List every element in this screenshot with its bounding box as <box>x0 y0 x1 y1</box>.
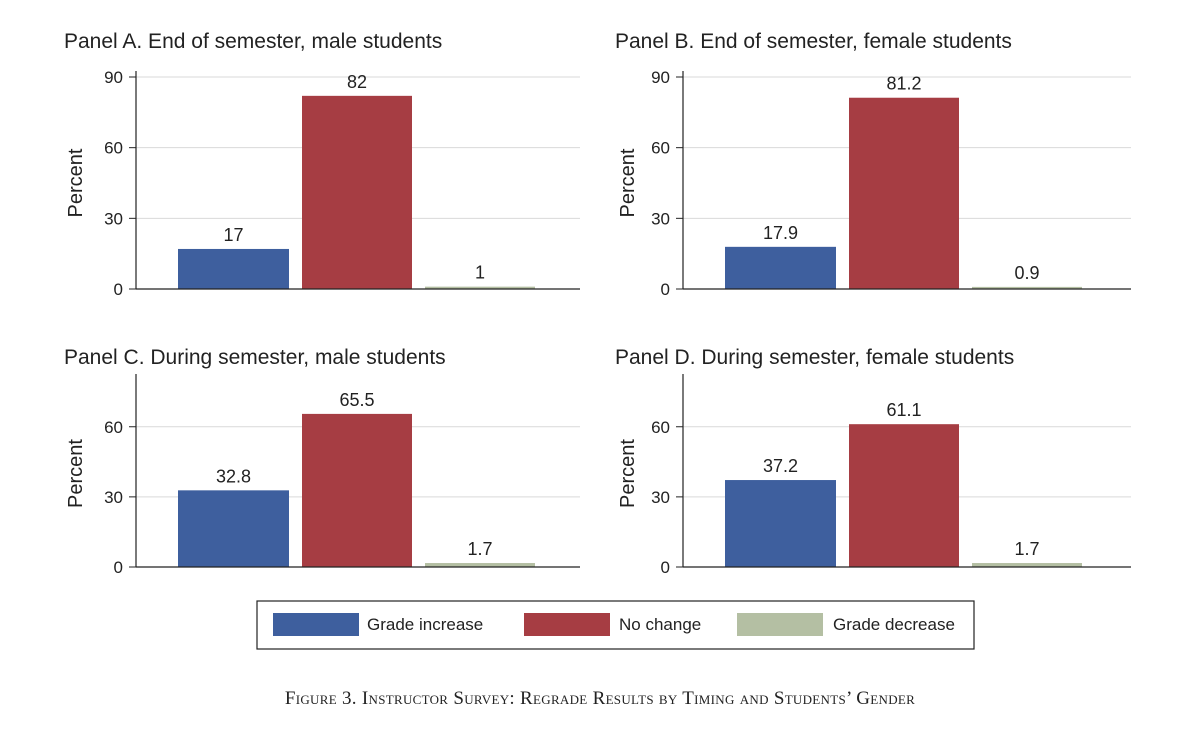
panel-2: Panel B. End of semester, female student… <box>615 30 1131 299</box>
bar-grade-decrease <box>425 563 535 567</box>
y-axis-label: Percent <box>65 439 87 508</box>
bar-no-change <box>849 424 959 567</box>
bar-grade-decrease <box>972 563 1082 567</box>
bar-grade-decrease <box>425 286 535 289</box>
bar-no-change <box>302 413 412 567</box>
legend-label: No change <box>619 615 701 634</box>
bar-grade-decrease <box>972 286 1082 289</box>
panel-1: Panel A. End of semester, male students 0… <box>64 30 580 299</box>
y-tick-label: 0 <box>114 558 123 577</box>
y-tick-label: 30 <box>104 209 123 228</box>
y-axis-label: Percent <box>617 148 639 217</box>
bar-grade-increase <box>178 248 289 289</box>
y-tick-label: 30 <box>651 209 670 228</box>
panel-title: Panel B. End of semester, female student… <box>615 30 1012 53</box>
data-label: 17 <box>223 225 243 245</box>
panel-title: Panel D. During semester, female student… <box>615 346 1014 369</box>
legend-swatch <box>737 613 823 636</box>
figure-caption: Figure 3. Instructor Survey: Regrade Res… <box>284 688 916 709</box>
y-axis-label: Percent <box>65 148 87 217</box>
y-tick-label: 60 <box>651 139 670 158</box>
y-tick-label: 60 <box>104 418 123 437</box>
y-tick-label: 90 <box>651 68 670 87</box>
legend: Grade increase No change Grade decrease <box>256 600 975 650</box>
bar-grade-increase <box>725 246 836 289</box>
y-tick-label: 0 <box>661 558 670 577</box>
y-tick-label: 30 <box>104 488 123 507</box>
y-tick-label: 60 <box>651 418 670 437</box>
y-tick-label: 30 <box>651 488 670 507</box>
data-label: 1 <box>475 263 485 283</box>
data-label: 1.7 <box>467 539 492 559</box>
bar-grade-increase <box>178 490 289 567</box>
panel-title: Panel A. End of semester, male students <box>64 30 442 53</box>
y-tick-label: 0 <box>114 280 123 299</box>
bar-no-change <box>849 97 959 290</box>
bar-grade-increase <box>725 480 836 567</box>
data-label: 81.2 <box>886 74 921 94</box>
y-tick-label: 90 <box>104 68 123 87</box>
data-label: 32.8 <box>216 466 251 486</box>
data-label: 65.5 <box>339 390 374 410</box>
legend-label: Grade decrease <box>833 615 955 634</box>
panel-4: Panel D. During semester, female student… <box>615 346 1131 577</box>
data-label: 0.9 <box>1014 263 1039 283</box>
legend-swatch <box>273 613 359 636</box>
y-tick-label: 60 <box>104 139 123 158</box>
panel-3: Panel C. During semester, male students 0… <box>64 346 580 577</box>
legend-swatch <box>524 613 610 636</box>
data-label: 37.2 <box>763 456 798 476</box>
data-label: 82 <box>347 72 367 92</box>
data-label: 61.1 <box>886 400 921 420</box>
bar-no-change <box>302 95 412 289</box>
panel-title: Panel C. During semester, male students <box>64 346 446 369</box>
y-tick-label: 0 <box>661 280 670 299</box>
data-label: 1.7 <box>1014 539 1039 559</box>
legend-label: Grade increase <box>367 615 483 634</box>
y-axis-label: Percent <box>617 439 639 508</box>
data-label: 17.9 <box>763 223 798 243</box>
legend-box <box>256 600 975 650</box>
